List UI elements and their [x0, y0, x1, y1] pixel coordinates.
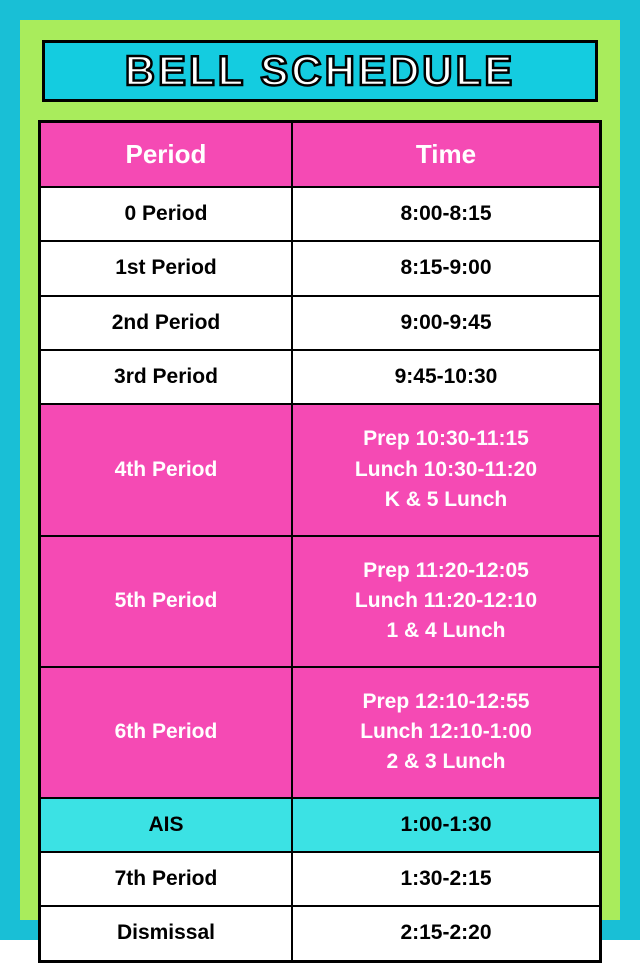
- cell-time: Prep 10:30-11:15 Lunch 10:30-11:20K & 5 L…: [292, 404, 601, 535]
- time-line: Lunch 11:20-12:10: [299, 587, 593, 615]
- cell-time: 8:00-8:15: [292, 187, 601, 241]
- table-header-row: Period Time: [40, 122, 601, 188]
- table-row: Dismissal2:15-2:20: [40, 906, 601, 961]
- table-row: 1st Period8:15-9:00: [40, 241, 601, 295]
- table-row: 4th PeriodPrep 10:30-11:15 Lunch 10:30-11…: [40, 404, 601, 535]
- cell-time: 1:00-1:30: [292, 798, 601, 852]
- cell-period: AIS: [40, 798, 292, 852]
- cell-time: 8:15-9:00: [292, 241, 601, 295]
- outer-frame: BELL SCHEDULE Period Time 0 Period8:00-8…: [0, 0, 640, 940]
- cell-period: 3rd Period: [40, 350, 292, 404]
- cell-period: 6th Period: [40, 667, 292, 798]
- table-row: 7th Period1:30-2:15: [40, 852, 601, 906]
- cell-time: 9:45-10:30: [292, 350, 601, 404]
- header-period: Period: [40, 122, 292, 188]
- table-row: 2nd Period9:00-9:45: [40, 296, 601, 350]
- header-time: Time: [292, 122, 601, 188]
- table-row: 6th PeriodPrep 12:10-12:55Lunch 12:10-1:…: [40, 667, 601, 798]
- cell-period: 0 Period: [40, 187, 292, 241]
- cell-time: 1:30-2:15: [292, 852, 601, 906]
- cell-period: 5th Period: [40, 536, 292, 667]
- cell-period: 4th Period: [40, 404, 292, 535]
- time-line: 1 & 4 Lunch: [299, 617, 593, 645]
- time-line: Lunch 10:30-11:20: [299, 456, 593, 484]
- title-banner: BELL SCHEDULE: [42, 40, 598, 102]
- time-line: Prep 12:10-12:55: [299, 688, 593, 716]
- schedule-table: Period Time 0 Period8:00-8:151st Period8…: [38, 120, 602, 963]
- time-line: Prep 11:20-12:05: [299, 557, 593, 585]
- cell-time: Prep 12:10-12:55Lunch 12:10-1:002 & 3 Lu…: [292, 667, 601, 798]
- cell-period: 2nd Period: [40, 296, 292, 350]
- table-row: 3rd Period9:45-10:30: [40, 350, 601, 404]
- cell-period: 1st Period: [40, 241, 292, 295]
- cell-time: 9:00-9:45: [292, 296, 601, 350]
- table-row: 0 Period8:00-8:15: [40, 187, 601, 241]
- time-line: Lunch 12:10-1:00: [299, 718, 593, 746]
- cell-period: 7th Period: [40, 852, 292, 906]
- time-line: 2 & 3 Lunch: [299, 748, 593, 776]
- inner-frame: BELL SCHEDULE Period Time 0 Period8:00-8…: [20, 20, 620, 920]
- table-row: AIS1:00-1:30: [40, 798, 601, 852]
- cell-time: Prep 11:20-12:05Lunch 11:20-12:101 & 4 L…: [292, 536, 601, 667]
- table-row: 5th PeriodPrep 11:20-12:05Lunch 11:20-12…: [40, 536, 601, 667]
- cell-period: Dismissal: [40, 906, 292, 961]
- cell-time: 2:15-2:20: [292, 906, 601, 961]
- time-line: Prep 10:30-11:15: [299, 425, 593, 453]
- page-title: BELL SCHEDULE: [55, 47, 585, 95]
- time-line: K & 5 Lunch: [299, 486, 593, 514]
